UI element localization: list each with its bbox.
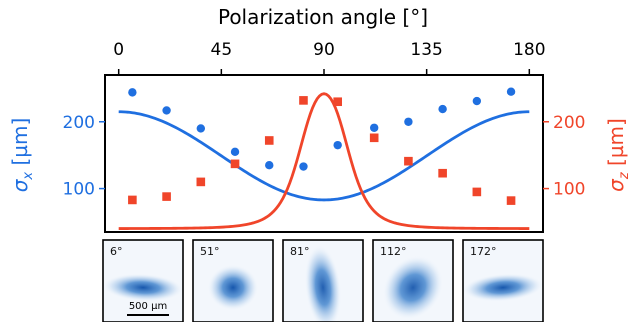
image-angle-label: 6° [110,245,123,258]
sigma_x_data-point [404,117,413,126]
sigma_x_data-point [162,106,171,115]
beam-image-strip: 6° 500 µm 51° 81° 112° 172° [102,239,544,322]
left-axis-label: σx [µm] [8,118,36,193]
sigma_z_data-point [128,195,137,205]
sigma_z_data-point [369,133,379,143]
image-angle-label: 51° [200,245,220,258]
image-angle-label: 112° [380,245,407,258]
sigma_x_data-point [128,88,137,97]
top-tick-label: 0 [113,40,124,60]
left-tick-label: 100 [63,180,95,200]
sigma_z_data-point [333,97,342,107]
beam-spot [382,254,444,321]
sigma_x_data-point [472,96,482,106]
image-frame [282,239,364,322]
sigma_x_data-point [299,162,308,171]
sigma_z_data-point [230,159,240,169]
sigma_z_data-point [264,136,274,145]
top-tick-label: 135 [410,40,442,60]
left-axis-ticks: 100 200 [63,113,105,200]
sigma_z_model-line [118,92,530,230]
sigma_x_data-point [369,123,379,132]
top-axis-ticks: 0 45 90 135 180 [113,40,546,75]
image-frame [462,239,544,322]
right-tick-label: 200 [553,113,585,133]
image-frame [192,239,274,322]
beam-image-panel: 51° [192,239,274,322]
sigma_x_data-point [265,160,274,170]
sigma_x_data-point [196,124,206,133]
scale-bar-label: 500 µm [129,301,167,312]
sigma_z_data-point [472,187,482,197]
beam-image-panel: 81° [282,239,364,322]
right-axis-label: σz [µm] [604,118,632,192]
beam-spot [463,273,543,302]
sigma_x_model-line [118,110,530,202]
sigma_x_data-point [333,140,342,150]
sigma_z_data-point [196,177,206,187]
plot-area [104,74,544,233]
sigma_z_data-point [299,96,308,105]
image-angle-label: 81° [290,245,310,258]
beam-image-panel: 6° 500 µm [102,239,184,322]
sigma_z_data-point [162,192,171,201]
beam-spot [304,244,342,322]
plot-frame [104,74,544,233]
sigma_x_data-point [230,147,240,157]
top-tick-label: 45 [211,40,233,60]
sigma_z_data-point [438,168,447,178]
beam-image-panel: 172° [462,239,544,322]
sigma_z_data-point [404,156,413,166]
beam-spot [103,273,183,302]
top-tick-label: 90 [313,40,335,60]
left-tick-label: 200 [63,113,95,133]
top-axis-label: Polarization angle [°] [218,5,428,29]
sigma_x_data-point [438,104,447,114]
sigma_z_data-point [506,196,516,205]
image-frame [102,239,184,322]
sigma_x_data-point [506,87,516,96]
beam-spot [207,264,259,311]
right-tick-label: 100 [553,180,585,200]
image-frame [372,239,454,322]
beam-image-panel: 112° [372,239,454,322]
image-angle-label: 172° [470,245,497,258]
top-tick-label: 180 [513,40,545,60]
right-axis-ticks: 100 200 [543,113,585,200]
